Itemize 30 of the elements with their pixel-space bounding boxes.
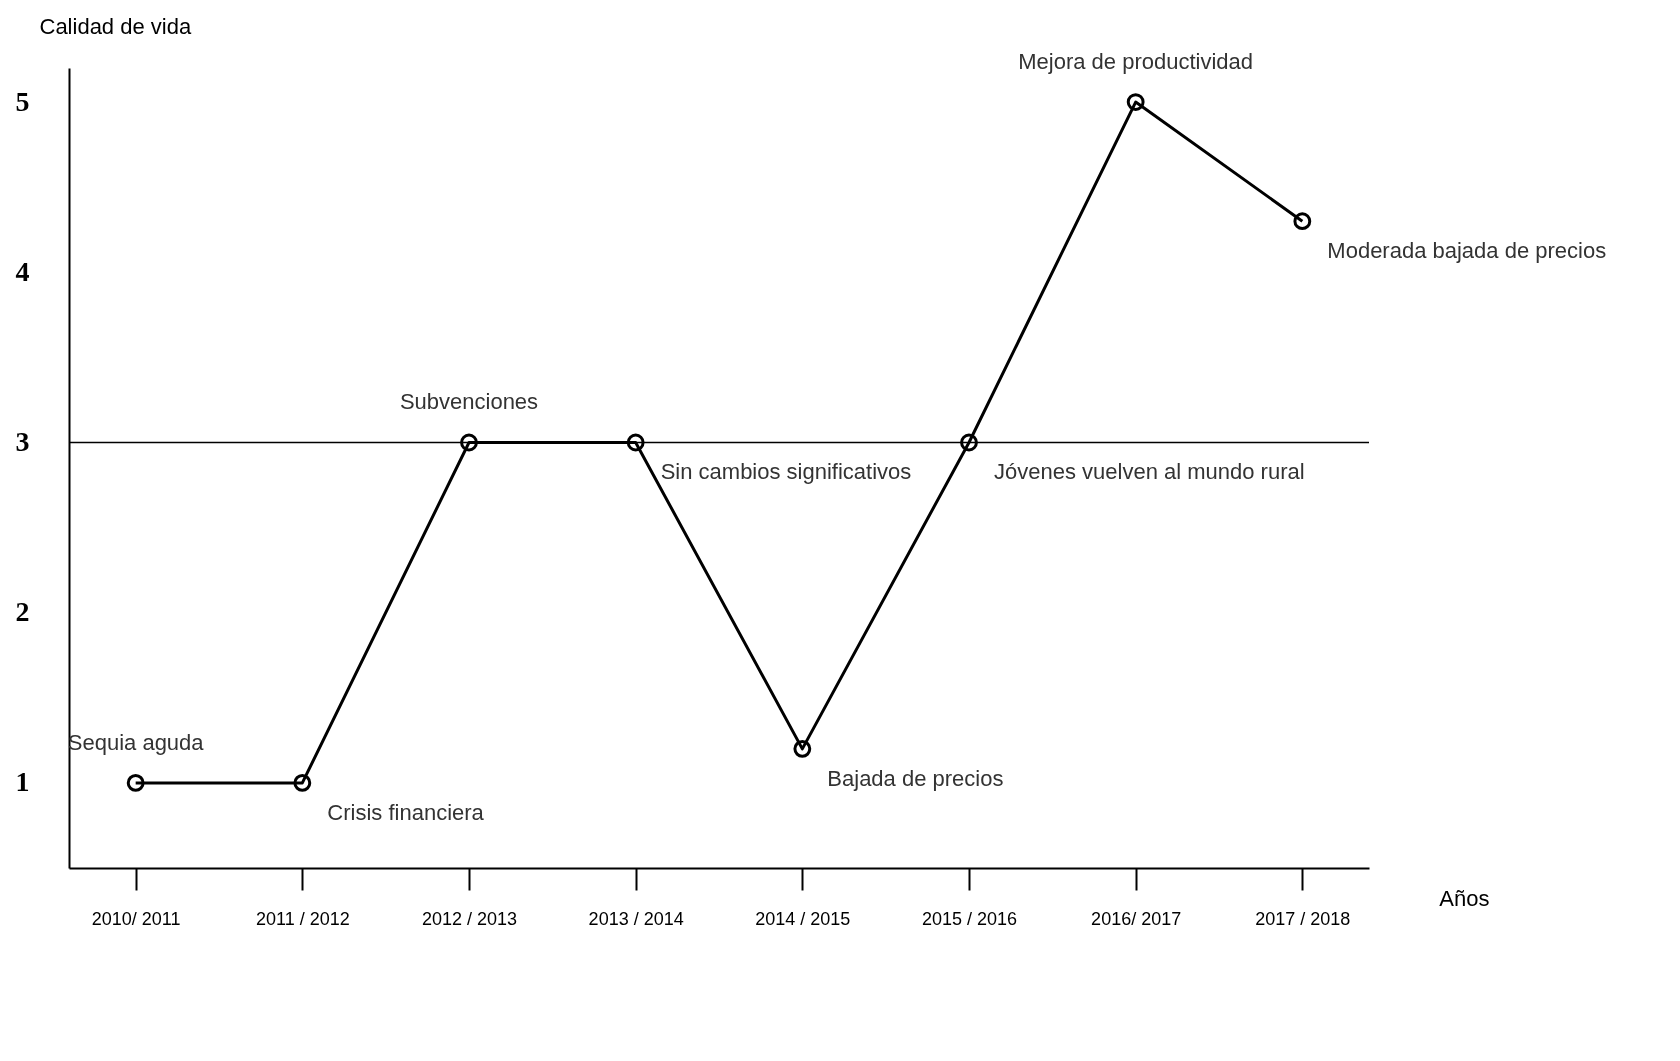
x-tick-label: 2016/ 2017: [1091, 908, 1182, 929]
annotation: Moderada bajada de precios: [1327, 238, 1607, 264]
annotation: Mejora de productividad: [1018, 49, 1254, 75]
point: [1293, 212, 1312, 231]
y-tick-label: 2: [15, 596, 30, 628]
annotation: Sin cambios significativos: [660, 459, 912, 485]
annotation: Jóvenes vuelven al mundo rural: [994, 459, 1305, 485]
point: [460, 433, 478, 452]
x-tick-label: 2010/ 2011: [91, 908, 181, 929]
x-tick-label: 2013 / 2014: [588, 908, 684, 929]
point: [793, 739, 812, 758]
annotation: Bajada de precios: [827, 765, 1004, 791]
y-tick-label: 1: [15, 766, 30, 798]
x-tick-label: 2012 / 2013: [421, 908, 518, 929]
point: [293, 773, 312, 792]
y-tick-label: 3: [15, 425, 30, 457]
point: [626, 433, 645, 452]
x-tick-label: 2014 / 2015: [755, 908, 851, 929]
annotation: Crisis financiera: [327, 799, 485, 825]
point: [1126, 93, 1145, 111]
x-tick-label: 2017 / 2018: [1255, 908, 1351, 929]
x-tick-label: 2011 / 2012: [255, 908, 350, 929]
y-tick-label: 4: [15, 255, 30, 287]
point: [126, 773, 145, 792]
y-tick-label: 5: [15, 85, 30, 117]
x-axis-title: Años: [1439, 885, 1490, 911]
x-tick-label: 2015 / 2016: [921, 908, 1018, 929]
point: [960, 433, 978, 452]
annotation: Subvenciones: [399, 389, 539, 415]
y-axis-title: Calidad de vida: [39, 13, 192, 39]
